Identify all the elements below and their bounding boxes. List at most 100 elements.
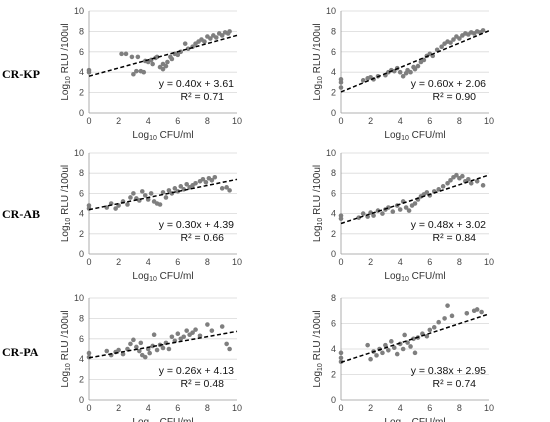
- r-squared-label: R² = 0.48: [181, 378, 225, 390]
- data-point: [227, 29, 232, 34]
- data-point: [184, 182, 189, 187]
- x-tick-label: 6: [427, 403, 432, 413]
- y-tick-label: 2: [79, 229, 84, 239]
- data-point: [116, 347, 121, 353]
- data-point: [406, 208, 412, 213]
- data-point: [445, 303, 450, 308]
- x-tick-label: 8: [457, 257, 462, 267]
- panels: 0 2 4 6 8 10 0 2 4 6 8 10 Log10 CFU/ml Log10 RLU /100…: [60, 6, 494, 422]
- data-point: [391, 345, 397, 351]
- x-axis-title: Log10 CFU/ml: [132, 130, 193, 142]
- data-point: [163, 63, 169, 69]
- scatter-panel-3: 0 2 4 6 8 10 0 2 4 6 8 10 Log10 CFU/ml Log10 RLU /100…: [60, 148, 242, 283]
- trendline: [88, 330, 238, 359]
- data-point: [193, 327, 198, 332]
- data-point: [227, 346, 232, 352]
- data-point: [445, 181, 450, 186]
- y-tick-label: 0: [79, 249, 84, 259]
- data-point: [338, 355, 344, 361]
- x-axis-title: Log10 CFU/ml: [132, 271, 193, 283]
- y-tick-label: 4: [331, 209, 336, 219]
- data-point: [412, 66, 418, 72]
- y-tick-label: 0: [331, 108, 336, 118]
- y-tick-label: 8: [331, 168, 336, 178]
- data-point: [448, 177, 453, 183]
- data-point: [374, 353, 379, 358]
- x-tick-label: 4: [146, 257, 151, 267]
- data-point: [169, 334, 175, 340]
- y-tick-label: 6: [331, 47, 336, 57]
- data-point: [431, 325, 437, 330]
- data-point: [169, 56, 175, 62]
- data-point: [356, 215, 362, 220]
- y-axis-title: Log10 RLU /100ul: [312, 23, 324, 100]
- data-point: [182, 41, 188, 46]
- data-point: [113, 206, 118, 211]
- x-tick-label: 0: [86, 403, 91, 413]
- y-tick-label: 10: [74, 6, 84, 16]
- data-point: [338, 77, 344, 82]
- data-point: [131, 71, 136, 77]
- data-point: [160, 190, 166, 195]
- data-point: [154, 347, 160, 353]
- data-point: [338, 350, 344, 356]
- data-point: [200, 176, 206, 182]
- x-tick-label: 10: [232, 257, 242, 267]
- data-point: [440, 184, 446, 189]
- data-point: [128, 195, 133, 200]
- trendline: [88, 178, 238, 211]
- y-axis-title: Log10 RLU /100ul: [60, 310, 72, 387]
- r-squared-label: R² = 0.90: [433, 91, 477, 103]
- x-tick-label: 2: [368, 257, 373, 267]
- x-tick-label: 4: [146, 116, 151, 126]
- x-tick-label: 6: [427, 116, 432, 126]
- trendline-equation: y = 0.40x + 3.61: [159, 78, 234, 90]
- data-point: [219, 33, 225, 38]
- x-tick-label: 10: [484, 257, 494, 267]
- data-point: [213, 35, 219, 40]
- x-tick-label: 2: [116, 116, 121, 126]
- y-tick-label: 6: [79, 188, 84, 198]
- data-point: [371, 213, 376, 218]
- x-tick-label: 2: [116, 403, 121, 413]
- data-point: [175, 189, 181, 194]
- data-point: [160, 345, 166, 351]
- x-tick-label: 10: [232, 116, 242, 126]
- data-point: [120, 351, 126, 357]
- data-point: [412, 350, 418, 356]
- data-point: [165, 59, 170, 65]
- data-point: [209, 328, 215, 333]
- data-point: [448, 40, 453, 45]
- data-point: [208, 36, 213, 41]
- x-tick-label: 8: [205, 403, 210, 413]
- x-tick-label: 6: [175, 116, 180, 126]
- data-point: [403, 205, 409, 210]
- data-point: [338, 216, 344, 221]
- data-point: [451, 37, 456, 42]
- y-tick-label: 6: [79, 334, 84, 344]
- trendline-equation: y = 0.26x + 4.13: [159, 365, 234, 377]
- data-point: [457, 36, 462, 41]
- trendline-equation: y = 0.30x + 4.39: [159, 219, 234, 231]
- data-point: [190, 330, 195, 335]
- data-point: [427, 327, 433, 333]
- data-point: [365, 342, 370, 348]
- x-tick-label: 0: [86, 257, 91, 267]
- data-point: [139, 189, 145, 194]
- data-point: [209, 177, 215, 183]
- trendline-equation: y = 0.38x + 2.95: [411, 365, 486, 377]
- data-point: [138, 340, 144, 346]
- data-point: [166, 346, 172, 352]
- trendline-equation: y = 0.60x + 2.06: [411, 78, 486, 90]
- data-point: [424, 333, 430, 339]
- x-tick-label: 4: [398, 403, 403, 413]
- x-axis-title: Log10 CFU/ml: [132, 417, 193, 422]
- x-tick-label: 0: [86, 116, 91, 126]
- y-tick-label: 6: [331, 188, 336, 198]
- data-point: [123, 51, 129, 57]
- y-axis-title: Log10 RLU /100ul: [312, 310, 324, 387]
- data-point: [397, 69, 403, 75]
- data-point: [360, 78, 366, 83]
- x-tick-label: 8: [205, 116, 210, 126]
- y-tick-label: 6: [331, 319, 336, 329]
